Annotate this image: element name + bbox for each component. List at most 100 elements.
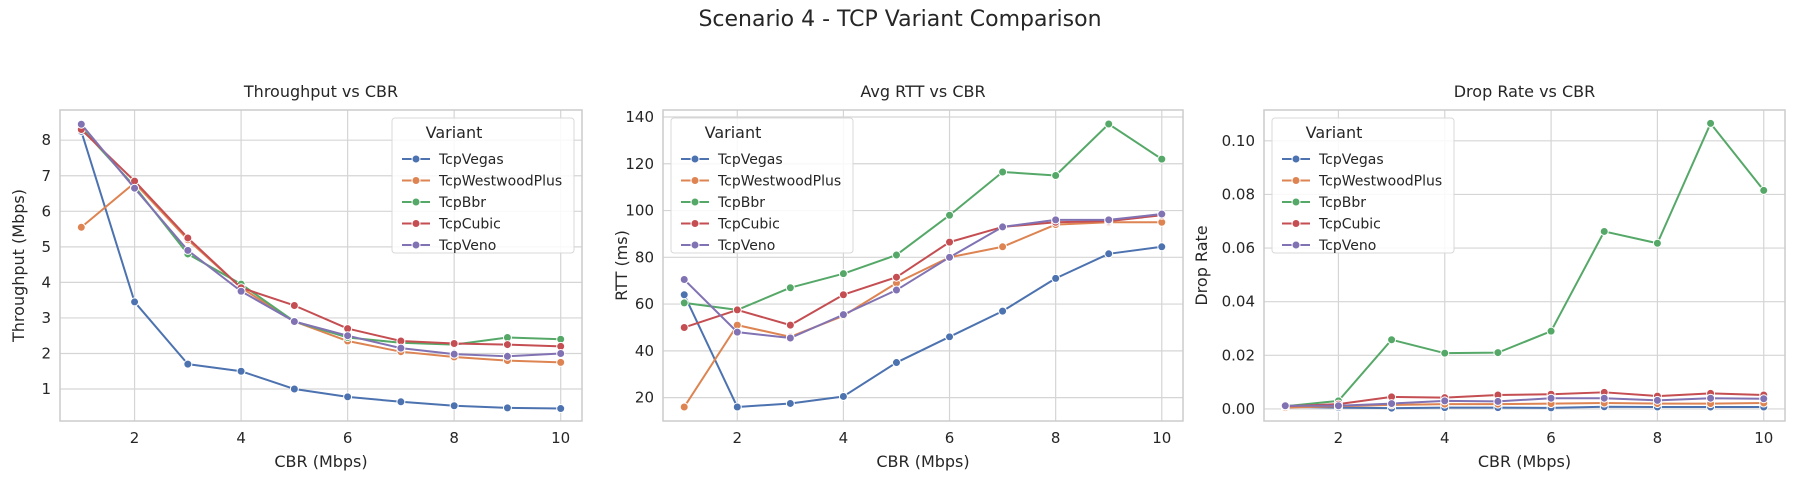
- data-point-TcpVegas: [998, 306, 1008, 316]
- legend-marker-TcpWestwoodPlus: [411, 176, 421, 185]
- legend-marker-TcpBbr: [1291, 197, 1301, 207]
- data-point-TcpVegas: [556, 404, 566, 414]
- legend-box: [1271, 117, 1455, 254]
- legend-marker-TcpVeno: [1291, 240, 1301, 250]
- data-point-TcpVegas: [945, 332, 955, 342]
- data-point-TcpVeno: [679, 275, 689, 285]
- y-axis-label: RTT (ms): [612, 230, 631, 301]
- x-tick-label: 6: [1546, 429, 1556, 447]
- legend-label-TcpVeno: TcpVeno: [1318, 238, 1376, 254]
- legend-label-TcpCubic: TcpCubic: [438, 217, 501, 233]
- y-tick-label: 100: [625, 202, 654, 220]
- data-point-TcpVegas: [289, 384, 299, 394]
- data-point-TcpVeno: [1387, 399, 1397, 409]
- data-point-TcpVeno: [1706, 393, 1716, 403]
- data-point-TcpVeno: [1157, 209, 1167, 219]
- series-line-TcpWestwoodPlus: [683, 221, 1162, 408]
- legend-marker-TcpVeno: [411, 240, 421, 250]
- data-point-TcpBbr: [891, 250, 901, 260]
- data-point-TcpBbr: [1493, 348, 1503, 358]
- legend-label-TcpWestwoodPlus: TcpWestwoodPlus: [717, 174, 841, 190]
- y-axis-label: Drop Rate: [1192, 225, 1211, 305]
- legend-marker-TcpBbr: [411, 197, 421, 207]
- data-point-TcpBbr: [1104, 119, 1114, 129]
- x-tick-label: 2: [130, 429, 140, 447]
- data-point-TcpVeno: [183, 245, 193, 255]
- legend-label-TcpWestwoodPlus: TcpWestwoodPlus: [1318, 174, 1442, 190]
- data-point-TcpCubic: [502, 340, 512, 350]
- y-tick-label: 2: [41, 344, 51, 362]
- x-tick-label: 2: [1334, 429, 1344, 447]
- data-point-TcpBbr: [1546, 326, 1556, 336]
- data-point-TcpBbr: [998, 167, 1008, 177]
- data-point-TcpCubic: [945, 237, 955, 247]
- data-point-TcpVegas: [236, 366, 246, 376]
- data-point-TcpVeno: [998, 222, 1008, 232]
- figure-title: Scenario 4 - TCP Variant Comparison: [698, 7, 1101, 32]
- chart-title: Throughput vs CBR: [243, 82, 398, 101]
- y-tick-label: 120: [625, 155, 654, 173]
- y-tick-label: 60: [635, 295, 654, 313]
- legend: Variant TcpVegas TcpWestwoodPlus TcpBbr TcpC…: [1271, 117, 1455, 254]
- chart-title: Drop Rate vs CBR: [1454, 82, 1596, 101]
- series-line-TcpCubic: [80, 128, 561, 348]
- data-point-TcpCubic: [732, 305, 742, 315]
- legend-marker-TcpCubic: [411, 219, 421, 228]
- series-line-TcpCubic: [683, 214, 1162, 329]
- y-tick-label: 80: [635, 248, 654, 266]
- x-axis-label: CBR (Mbps): [274, 452, 367, 471]
- chart-title: Avg RTT vs CBR: [860, 82, 985, 101]
- x-tick-label: 10: [1754, 429, 1773, 447]
- y-tick-label: 8: [41, 131, 51, 149]
- legend-marker-TcpVegas: [1291, 154, 1301, 164]
- data-point-TcpVeno: [1051, 215, 1061, 225]
- series-line-TcpVegas: [80, 131, 561, 410]
- data-point-TcpBbr: [1599, 226, 1609, 236]
- y-tick-label: 20: [635, 389, 654, 407]
- data-point-TcpVeno: [76, 119, 86, 129]
- series-line-TcpVegas: [1285, 405, 1764, 410]
- data-point-TcpWestwoodPlus: [556, 357, 566, 367]
- x-tick-label: 6: [343, 429, 353, 447]
- y-tick-label: 0.00: [1222, 400, 1255, 418]
- data-point-TcpWestwoodPlus: [76, 222, 86, 232]
- y-tick-label: 0.06: [1222, 239, 1255, 257]
- data-point-TcpBbr: [1652, 238, 1662, 248]
- series-line-TcpWestwoodPlus: [80, 181, 561, 364]
- data-point-TcpCubic: [183, 233, 193, 243]
- x-tick-label: 4: [1440, 429, 1450, 447]
- data-point-TcpVeno: [1333, 401, 1343, 411]
- data-point-TcpVeno: [1652, 395, 1662, 405]
- legend-marker-TcpVegas: [690, 154, 700, 164]
- series-line-TcpVegas: [683, 245, 1162, 408]
- data-point-TcpVegas: [130, 297, 140, 307]
- data-point-TcpBbr: [1051, 170, 1061, 180]
- data-point-TcpVegas: [183, 359, 193, 369]
- legend: Variant TcpVegas TcpWestwoodPlus TcpBbr TcpC…: [670, 117, 854, 254]
- data-point-TcpVeno: [1104, 215, 1114, 225]
- legend-label-TcpCubic: TcpCubic: [717, 217, 780, 233]
- y-tick-label: 3: [41, 309, 51, 327]
- x-axis-label: CBR (Mbps): [1478, 452, 1571, 471]
- chart-panel-2: 2 4 6 8 10 20 40 60 80 100 120 140 Avg RTT vs CBR CBR…: [612, 82, 1184, 471]
- data-point-TcpVegas: [732, 402, 742, 412]
- data-point-TcpVeno: [502, 351, 512, 361]
- legend-label-TcpBbr: TcpBbr: [1318, 195, 1366, 211]
- data-point-TcpBbr: [1759, 185, 1769, 195]
- legend-marker-TcpCubic: [1291, 219, 1301, 228]
- x-tick-label: 6: [945, 429, 955, 447]
- series-line-TcpBbr: [1285, 122, 1765, 408]
- data-point-TcpVeno: [1280, 401, 1290, 411]
- plot-frame: [59, 109, 583, 422]
- data-point-TcpVeno: [785, 333, 795, 343]
- plot-frame: [1263, 109, 1786, 422]
- data-point-TcpVeno: [449, 349, 459, 359]
- data-point-TcpVegas: [891, 358, 901, 368]
- x-tick-label: 10: [551, 429, 570, 447]
- legend-marker-TcpVeno: [690, 240, 700, 250]
- x-tick-label: 4: [839, 429, 849, 447]
- legend-label-TcpVeno: TcpVeno: [438, 238, 496, 254]
- data-point-TcpVegas: [679, 290, 689, 300]
- y-tick-label: 40: [635, 342, 654, 360]
